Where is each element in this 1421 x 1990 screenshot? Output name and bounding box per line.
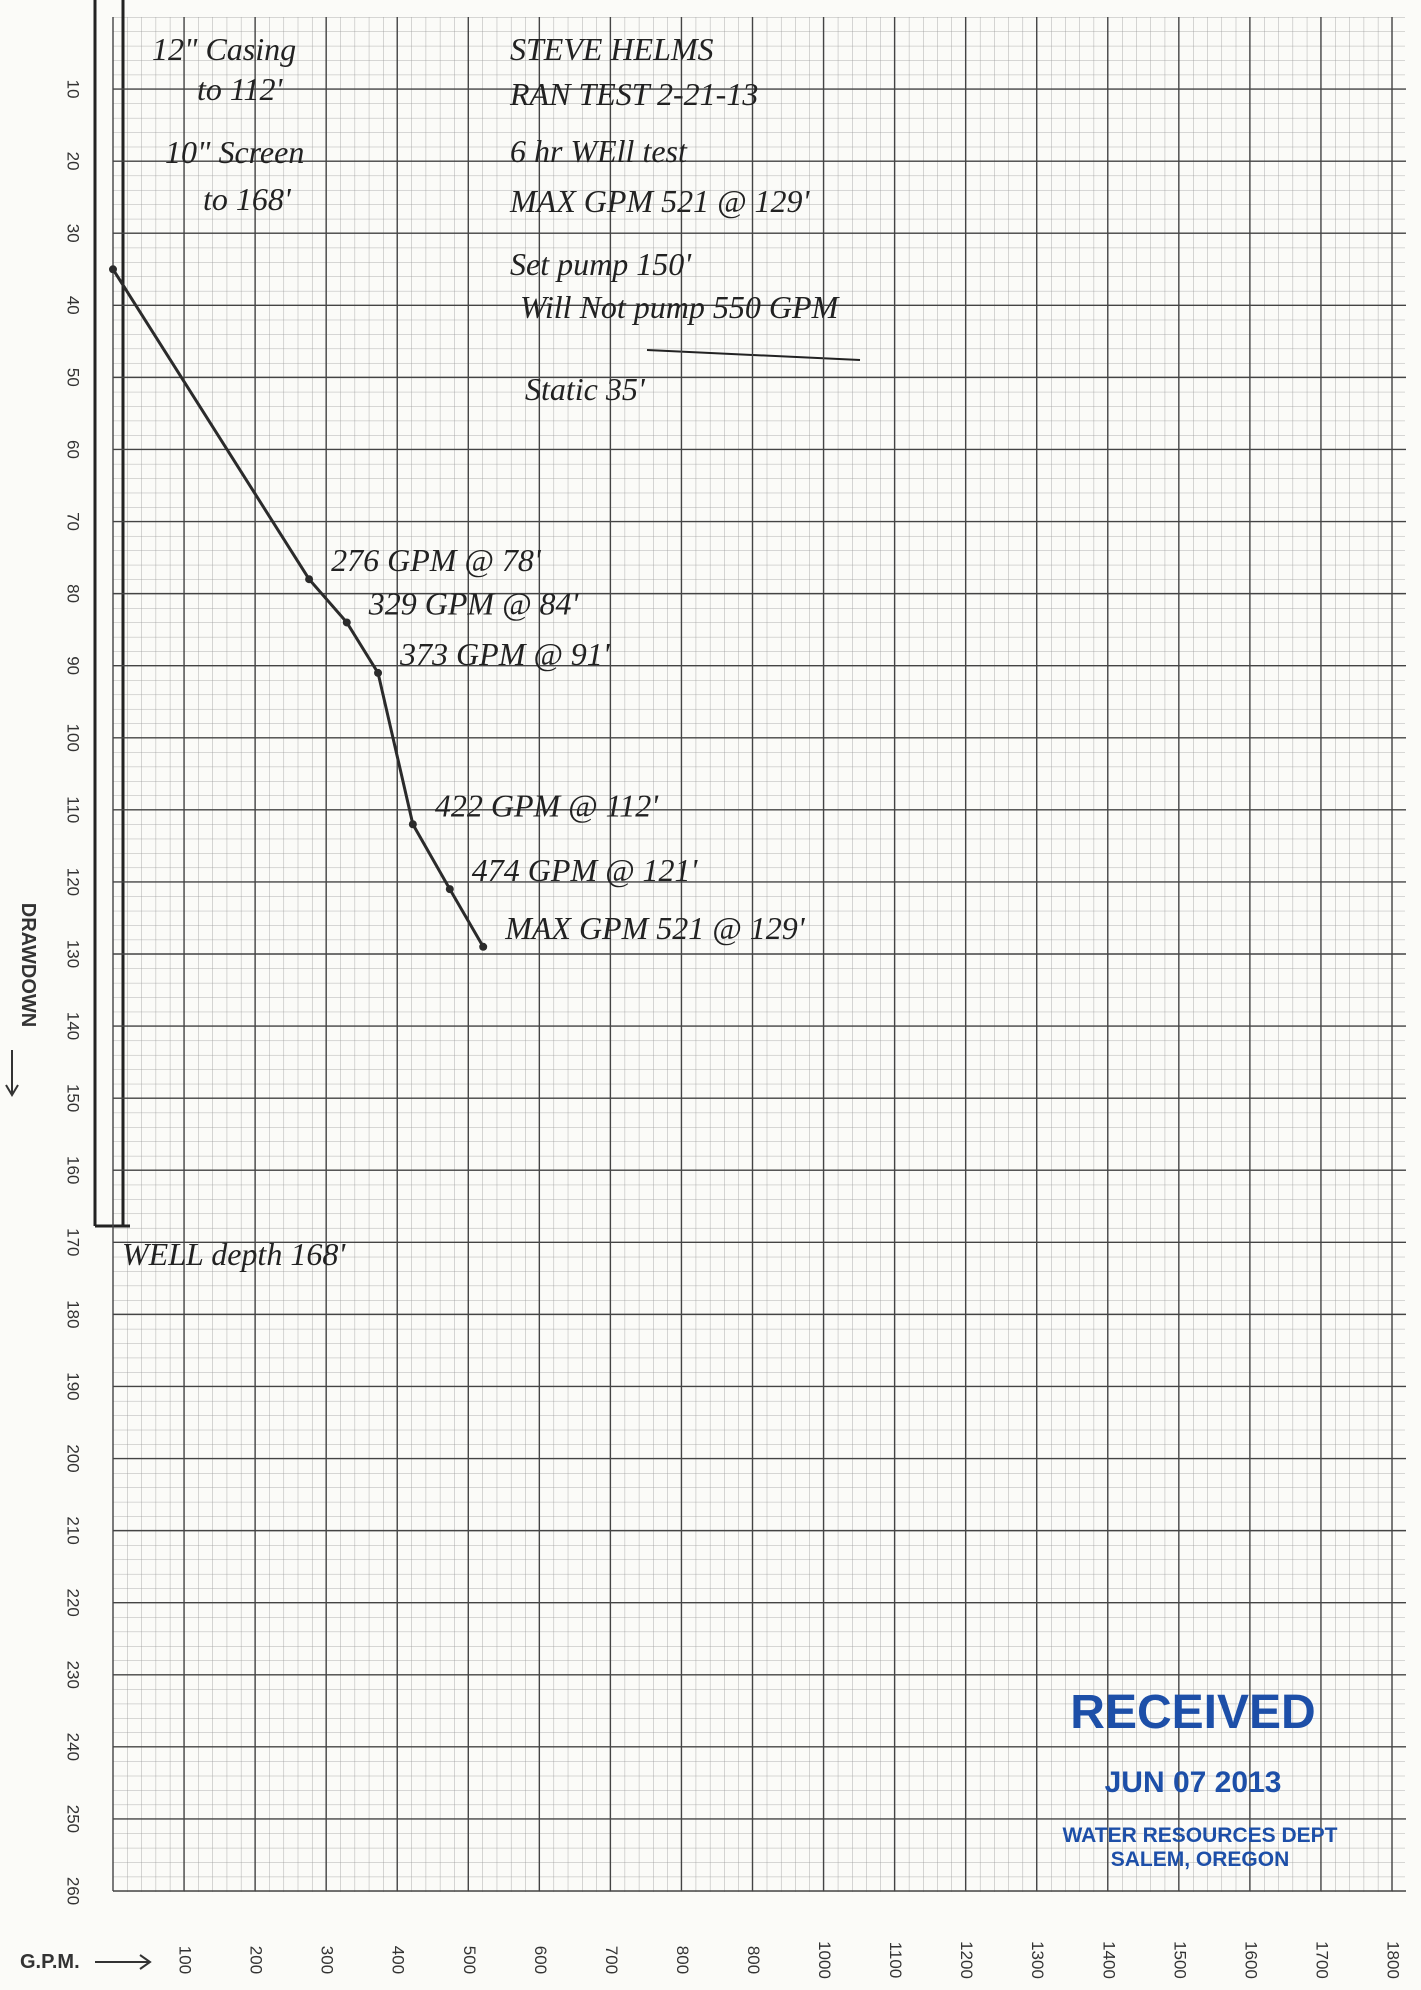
annotation: MAX GPM 521 @ 129' (509, 183, 811, 219)
x-tick-label: 400 (389, 1946, 408, 1974)
x-tick-label: 1100 (886, 1942, 905, 1979)
x-tick-label: 700 (602, 1946, 621, 1974)
stamp-text: RECEIVED (1070, 1686, 1315, 1739)
data-point (374, 668, 383, 677)
y-axis-arrow (5, 1084, 19, 1097)
y-tick-label: 20 (64, 152, 83, 171)
x-tick-label: 1800 (1384, 1941, 1403, 1979)
y-tick-label: 180 (64, 1300, 83, 1328)
y-tick-label: 240 (64, 1733, 83, 1761)
x-tick-label: 300 (318, 1946, 337, 1974)
annotation: Static 35' (525, 371, 646, 407)
annotation: to 112' (197, 71, 284, 107)
data-point (445, 885, 454, 894)
data-label: 422 GPM @ 112' (435, 787, 659, 823)
y-tick-label: 210 (64, 1516, 83, 1544)
x-tick-label: 1600 (1241, 1941, 1260, 1979)
stamp-text: SALEM, OREGON (1111, 1848, 1290, 1871)
annotation: RAN TEST 2-21-13 (509, 76, 758, 112)
x-tick-label: 1400 (1099, 1941, 1118, 1979)
y-tick-label: 230 (64, 1661, 83, 1689)
x-tick-label: 800 (673, 1946, 692, 1974)
y-tick-label: 70 (64, 512, 83, 531)
y-tick-label: 200 (64, 1444, 83, 1472)
y-tick-label: 140 (64, 1012, 83, 1040)
y-tick-label: 130 (64, 940, 83, 968)
y-tick-label: 110 (64, 796, 83, 823)
x-tick-label: 600 (531, 1946, 550, 1974)
data-point (479, 942, 488, 951)
y-tick-label: 60 (64, 440, 83, 459)
y-tick-label: 10 (64, 80, 83, 99)
annotation: to 168' (203, 181, 292, 217)
y-tick-label: 80 (64, 584, 83, 603)
y-tick-label: 220 (64, 1589, 83, 1617)
data-label: 276 GPM @ 78' (331, 542, 542, 578)
data-label: 474 GPM @ 121' (472, 852, 699, 888)
y-tick-label: 100 (64, 724, 83, 752)
y-tick-label: 90 (64, 656, 83, 675)
data-point (305, 575, 314, 584)
annotation: WELL depth 168' (122, 1236, 346, 1272)
x-tick-label: 1700 (1312, 1941, 1331, 1979)
annotation: STEVE HELMS (510, 31, 714, 67)
data-label: 373 GPM @ 91' (399, 636, 611, 672)
stamp-text: JUN 07 2013 (1105, 1766, 1282, 1799)
x-tick-label: 100 (176, 1946, 195, 1974)
x-tick-label: 1200 (957, 1941, 976, 1979)
x-axis-arrow (139, 1954, 152, 1970)
annotation: Will Not pump 550 GPM (520, 289, 841, 325)
y-axis-label: DRAWDOWN (17, 903, 39, 1027)
annotation: Set pump 150' (510, 246, 692, 282)
annotation: 10" Screen (165, 134, 304, 170)
data-point (109, 265, 117, 274)
y-tick-label: 120 (64, 868, 83, 896)
annotation: 12" Casing (152, 31, 296, 67)
data-label: MAX GPM 521 @ 129' (504, 910, 806, 946)
y-tick-label: 190 (64, 1372, 83, 1400)
y-tick-label: 30 (64, 224, 83, 243)
x-axis-label: G.P.M. (20, 1951, 80, 1973)
x-tick-label: 1500 (1170, 1941, 1189, 1979)
data-label: 329 GPM @ 84' (368, 585, 580, 621)
data-point (342, 618, 351, 627)
y-tick-label: 50 (64, 368, 83, 387)
x-tick-label: 500 (460, 1946, 479, 1974)
x-tick-label: 1300 (1028, 1941, 1047, 1979)
x-tick-label: 800 (744, 1946, 763, 1974)
y-tick-label: 170 (64, 1228, 83, 1256)
data-point (408, 820, 417, 829)
y-tick-label: 40 (64, 296, 83, 315)
y-tick-label: 150 (64, 1084, 83, 1112)
stamp-text: WATER RESOURCES DEPT (1063, 1824, 1338, 1847)
annotation: 6 hr WEll test (510, 133, 688, 169)
x-tick-label: 1000 (815, 1941, 834, 1979)
underline (646, 349, 861, 361)
y-tick-label: 160 (64, 1156, 83, 1184)
x-tick-label: 200 (247, 1946, 266, 1974)
y-tick-label: 250 (64, 1805, 83, 1833)
y-tick-label: 260 (64, 1877, 83, 1905)
